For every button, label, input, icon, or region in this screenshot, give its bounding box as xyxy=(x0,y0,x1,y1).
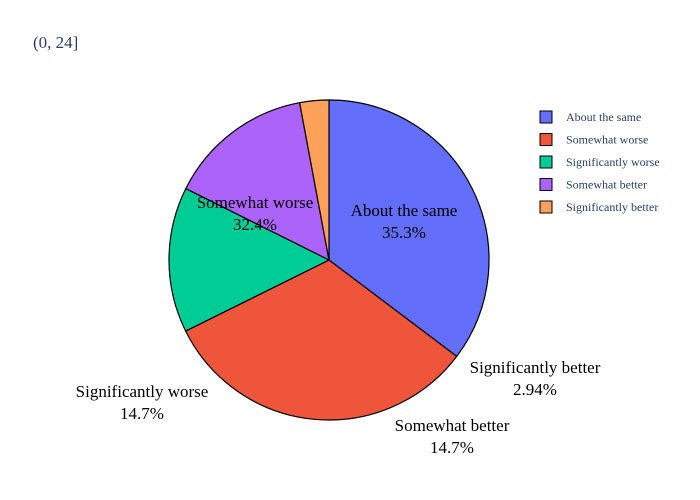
pie-slice-significantly-better xyxy=(298,99,330,261)
pie-slice-somewhat-worse xyxy=(184,259,458,421)
legend-item[interactable]: Somewhat worse xyxy=(539,133,648,147)
slice-label-name: Somewhat worse xyxy=(197,193,314,212)
pie-slice-somewhat-better xyxy=(185,102,330,262)
legend-label: Significantly better xyxy=(566,200,658,214)
slice-label-percent: 35.3% xyxy=(382,223,426,242)
legend-label: Somewhat worse xyxy=(566,133,648,147)
legend-item[interactable]: Significantly worse xyxy=(539,155,660,169)
legend-item[interactable]: Significantly better xyxy=(539,200,658,214)
slice-label-name: Significantly better xyxy=(470,358,601,377)
pie-slice-significantly-worse xyxy=(168,187,331,332)
legend-swatch xyxy=(539,110,553,124)
slice-label-name: Somewhat better xyxy=(395,416,510,435)
pie-slice-about-the-same xyxy=(328,99,490,358)
pie-slices xyxy=(168,99,490,421)
slice-label-name: About the same xyxy=(351,201,458,220)
chart-title: (0, 24] xyxy=(33,33,78,52)
slice-label-percent: 14.7% xyxy=(430,438,474,457)
legend-swatch xyxy=(539,155,553,169)
legend-swatch xyxy=(539,133,553,146)
slice-label-percent: 32.4% xyxy=(233,215,277,234)
legend-label: About the same xyxy=(566,110,641,124)
legend-swatch xyxy=(539,200,553,214)
legend-swatch xyxy=(539,178,553,191)
slice-label-percent: 14.7% xyxy=(120,404,164,423)
legend-label: Somewhat better xyxy=(566,178,647,192)
slice-labels: About the same 35.3% Somewhat worse 32.4% Si… xyxy=(76,193,601,457)
legend: About the same Somewhat worse Significantl… xyxy=(539,110,660,214)
legend-label: Significantly worse xyxy=(566,155,660,169)
legend-item[interactable]: About the same xyxy=(539,110,641,124)
slice-label-name: Significantly worse xyxy=(76,382,209,401)
slice-label-percent: 2.94% xyxy=(513,380,557,399)
legend-item[interactable]: Somewhat better xyxy=(539,178,647,192)
